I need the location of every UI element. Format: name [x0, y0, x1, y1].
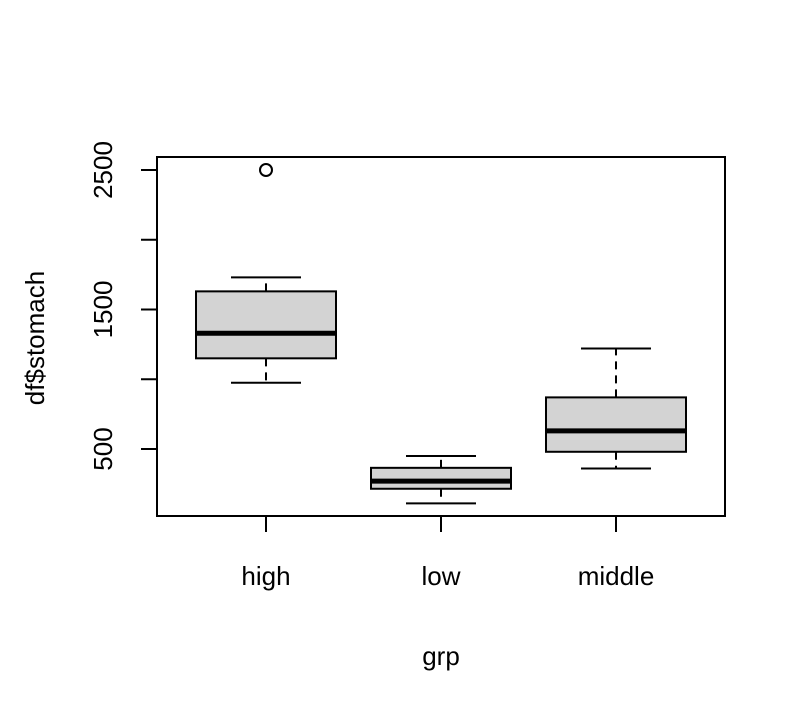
x-tick-label: high — [241, 561, 290, 591]
outlier-point — [259, 163, 273, 177]
iqr-box — [545, 396, 687, 453]
x-axis-label: grp — [422, 641, 460, 671]
iqr-box — [370, 466, 512, 490]
y-tick-label: 500 — [88, 427, 118, 470]
box-middle — [545, 347, 687, 470]
iqr-box — [195, 290, 337, 360]
y-axis-label: df$stomach — [20, 271, 50, 405]
boxes-layer — [195, 163, 687, 505]
x-tick-label: middle — [578, 561, 655, 591]
y-tick-label: 2500 — [88, 141, 118, 199]
box-high — [195, 163, 337, 384]
x-tick-label: low — [421, 561, 460, 591]
x-axis: high low middle — [241, 516, 654, 591]
box-low — [370, 454, 512, 505]
y-tick-label: 1500 — [88, 281, 118, 339]
y-axis: 500 1500 2500 — [88, 141, 157, 471]
